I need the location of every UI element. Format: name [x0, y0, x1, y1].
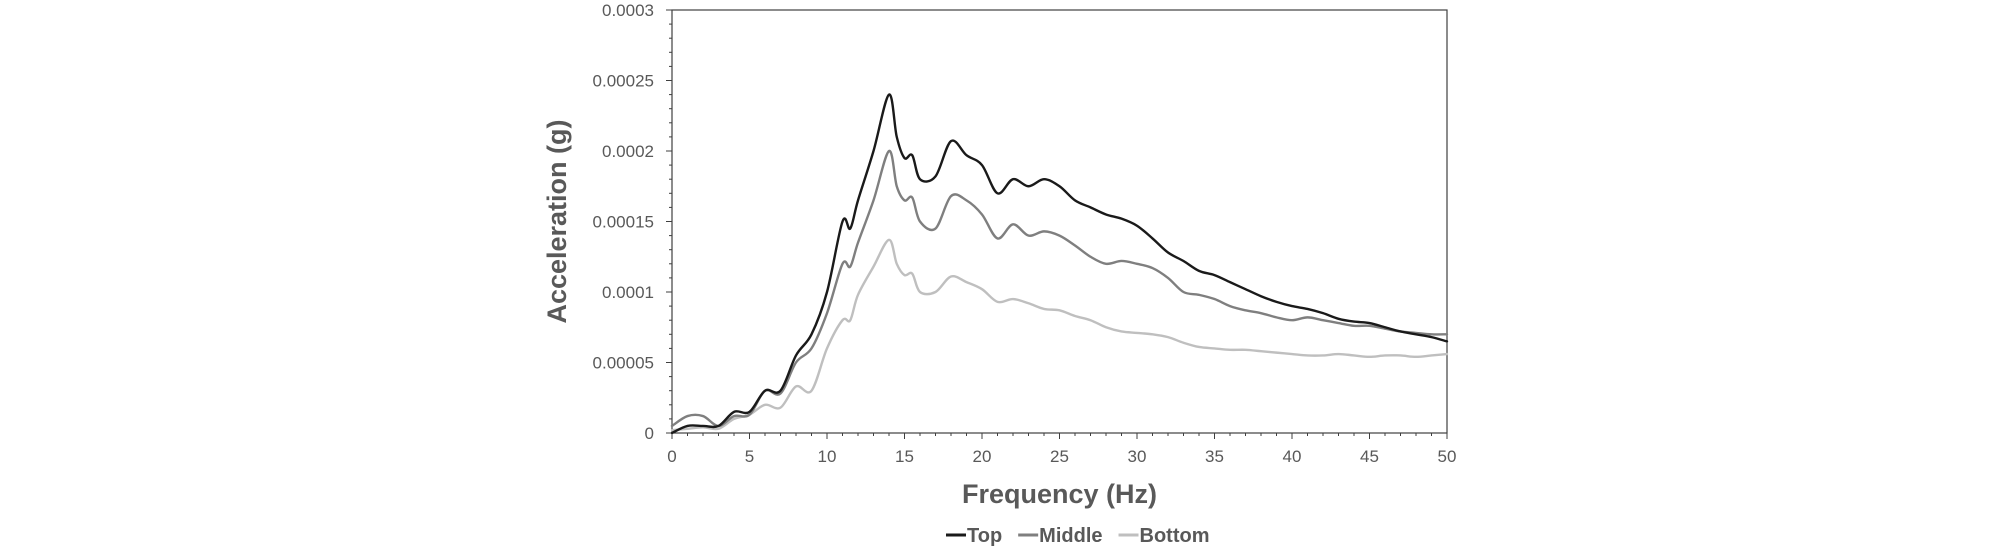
x-tick-label: 20 [973, 447, 992, 466]
series-line-middle [670, 149, 1449, 428]
legend-item-middle: Middle [1018, 525, 1103, 547]
legend-label: Bottom [1140, 525, 1210, 547]
legend-item-top: Top [946, 525, 1002, 547]
legend-item-bottom: Bottom [1118, 525, 1210, 547]
x-axis-title: Frequency (Hz) [962, 479, 1157, 509]
series-line-top [670, 93, 1449, 435]
series-line-bottom [670, 238, 1449, 432]
x-tick-label: 30 [1128, 447, 1147, 466]
y-tick-label: 0.00025 [593, 72, 654, 91]
x-tick-label: 10 [818, 447, 837, 466]
x-tick-label: 25 [1050, 447, 1069, 466]
x-tick-label: 40 [1283, 447, 1302, 466]
x-tick-label: 35 [1205, 447, 1224, 466]
y-tick-label: 0.0003 [602, 1, 654, 20]
plot-area-border [671, 9, 1448, 434]
x-tick-label: 50 [1438, 447, 1457, 466]
legend-label: Middle [1039, 525, 1102, 547]
x-tick-label: 0 [667, 447, 676, 466]
y-tick-label: 0.00005 [593, 354, 654, 373]
y-axis-title: Acceleration (g) [542, 119, 572, 323]
x-tick-label: 15 [895, 447, 914, 466]
y-tick-label: 0.00015 [593, 213, 654, 232]
legend-label: Top [967, 525, 1002, 547]
x-tick-label: 5 [745, 447, 754, 466]
y-tick-label: 0.0002 [602, 142, 654, 161]
y-tick-label: 0 [645, 424, 654, 443]
x-tick-label: 45 [1360, 447, 1379, 466]
y-tick-label: 0.0001 [602, 283, 654, 302]
